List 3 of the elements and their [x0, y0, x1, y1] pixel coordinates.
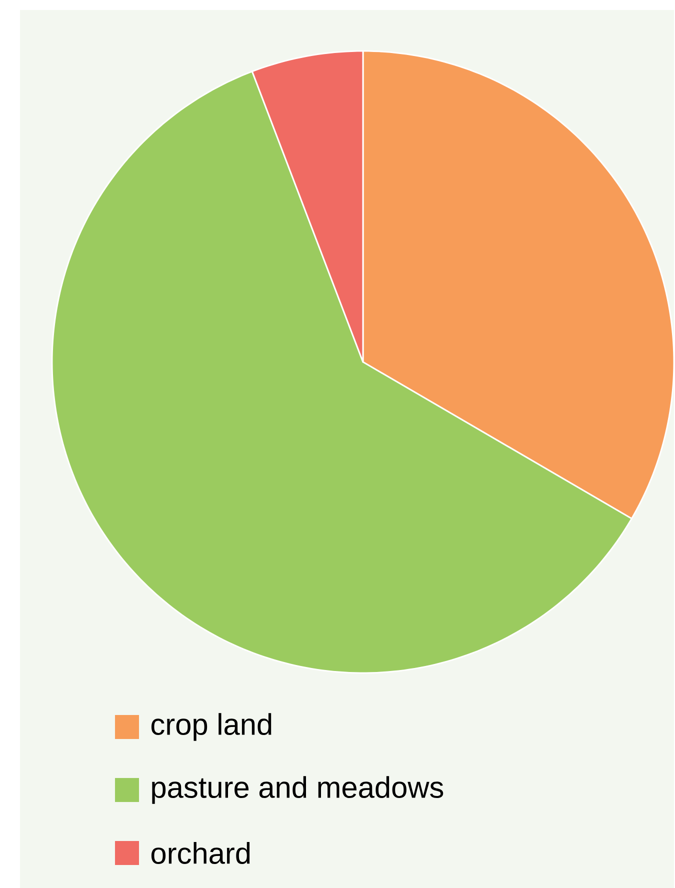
legend-label: orchard [152, 842, 250, 864]
legend-label: crop land [152, 713, 272, 741]
legend-label: pasture and meadows [152, 776, 444, 804]
